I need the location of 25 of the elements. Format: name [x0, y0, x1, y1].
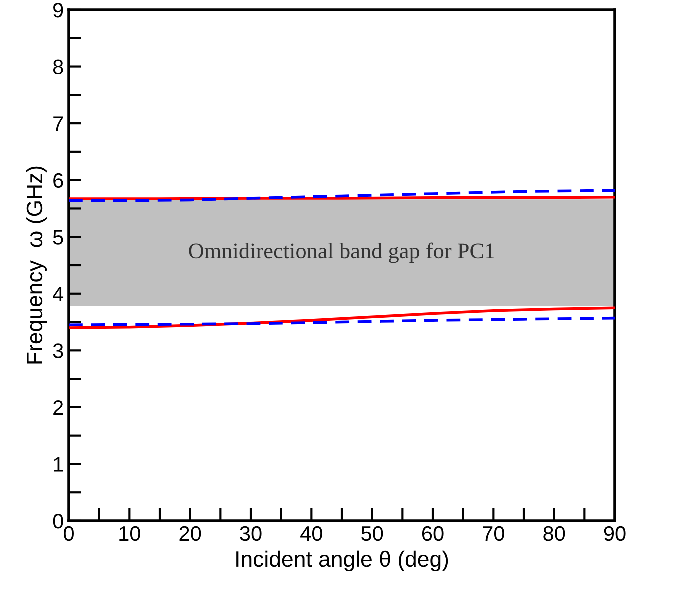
line-series — [69, 316, 615, 327]
x-axis-title: Incident angle θ (deg) — [236, 550, 448, 572]
x-tick-label: 10 — [120, 526, 140, 542]
x-tick-label: 60 — [422, 526, 444, 542]
band-label: Omnidirectional band gap for PC1 — [189, 242, 494, 264]
x-tick-label: 0 — [64, 526, 74, 542]
y-tick-label: 9 — [54, 3, 64, 18]
x-tick-label: 30 — [240, 526, 262, 542]
line-series — [69, 189, 615, 202]
x-tick-label: 90 — [604, 526, 626, 542]
y-tick-label: 0 — [53, 514, 64, 529]
x-tick-label: 20 — [180, 526, 202, 542]
y-tick-label: 7 — [54, 116, 64, 132]
y-tick-label: 5 — [53, 230, 64, 245]
y-axis-title: Frequency ω (GHz) — [26, 166, 47, 364]
y-tick-label: 8 — [53, 60, 64, 75]
y-tick-label: 6 — [54, 173, 64, 188]
x-tick-label: 70 — [483, 526, 504, 542]
y-tick-label: 4 — [53, 287, 64, 302]
y-tick-label: 2 — [54, 400, 64, 415]
x-tick-label: 40 — [300, 526, 322, 542]
x-tick-label: 50 — [362, 526, 384, 542]
y-tick-label: 3 — [53, 344, 64, 358]
y-tick-label: 1 — [54, 457, 64, 472]
x-tick-label: 80 — [544, 526, 566, 542]
